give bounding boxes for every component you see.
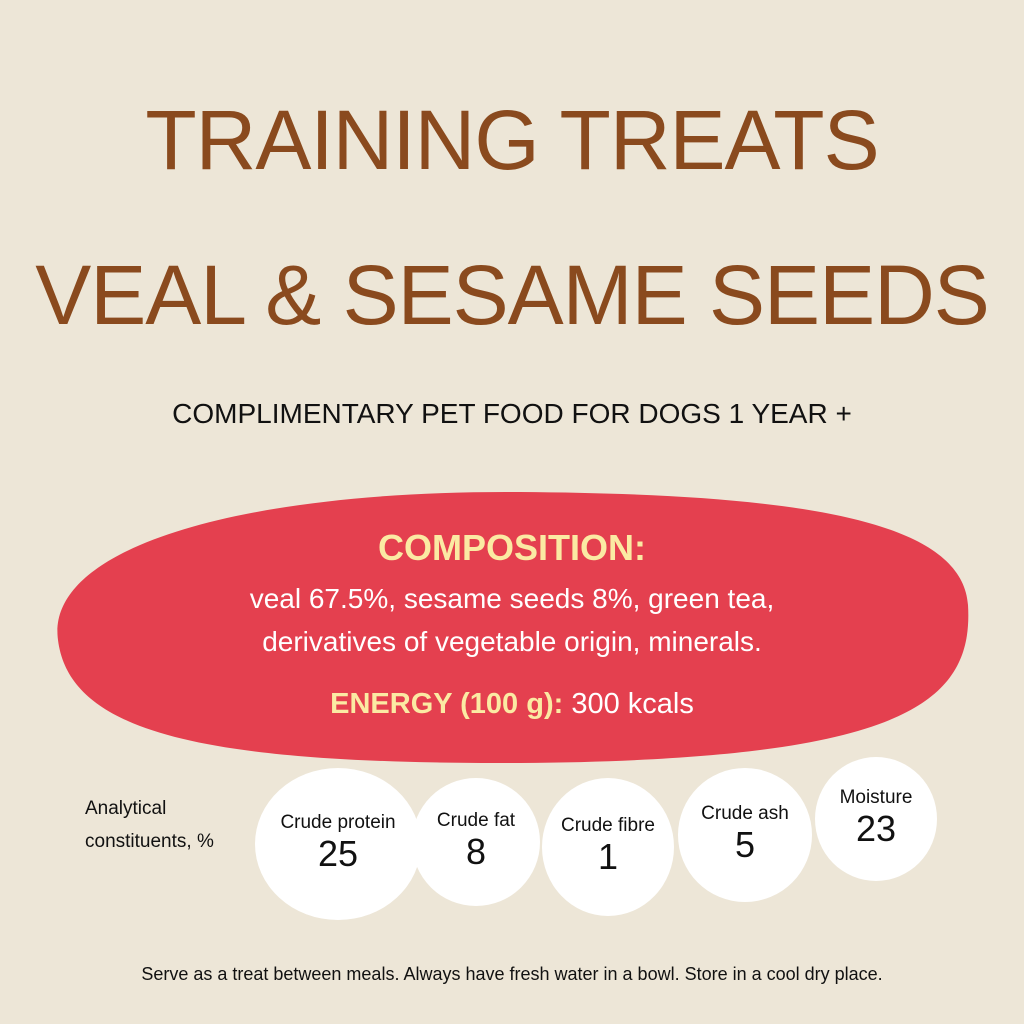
bubble-name: Crude ash [701, 802, 789, 824]
bubble-name: Crude protein [280, 811, 396, 833]
bubble-value: 5 [734, 823, 756, 865]
bubble-value: 1 [597, 835, 619, 877]
title-line-1: TRAINING TREATS [145, 93, 879, 187]
bubble-crude-fat: Crude fat 8 [412, 778, 540, 906]
composition-heading: COMPOSITION: [378, 527, 646, 568]
bubble-crude-ash: Crude ash 5 [678, 768, 812, 902]
composition-line-1: veal 67.5%, sesame seeds 8%, green tea, [249, 583, 775, 614]
bubble-name: Crude fibre [561, 814, 655, 836]
analytical-label-line-2: constituents, % [85, 831, 214, 852]
composition-blob-shape [57, 491, 969, 764]
energy-label: ENERGY (100 g): [330, 688, 564, 720]
subtitle: COMPLIMENTARY PET FOOD FOR DOGS 1 YEAR + [172, 398, 852, 429]
analytical-label-line-1: Analytical [85, 798, 167, 819]
bubble-crude-protein: Crude protein 25 [255, 768, 421, 920]
bubble-name: Moisture [839, 786, 913, 808]
bubble-value: 8 [465, 830, 487, 872]
bubble-crude-fibre: Crude fibre 1 [542, 778, 674, 916]
energy-value: 300 kcals [571, 688, 694, 720]
composition-line-2: derivatives of vegetable origin, mineral… [262, 626, 762, 657]
analytical-label: Analytical constituents, % [85, 792, 214, 858]
bubble-name: Crude fat [436, 809, 516, 831]
bubble-value: 25 [317, 832, 359, 874]
bubble-moisture: Moisture 23 [815, 757, 937, 881]
energy: ENERGY (100 g): 300 kcals [0, 690, 1024, 719]
footer-instructions: Serve as a treat between meals. Always h… [141, 964, 883, 984]
title-line-2: VEAL & SESAME SEEDS [35, 248, 990, 342]
bubble-value: 23 [855, 807, 897, 849]
